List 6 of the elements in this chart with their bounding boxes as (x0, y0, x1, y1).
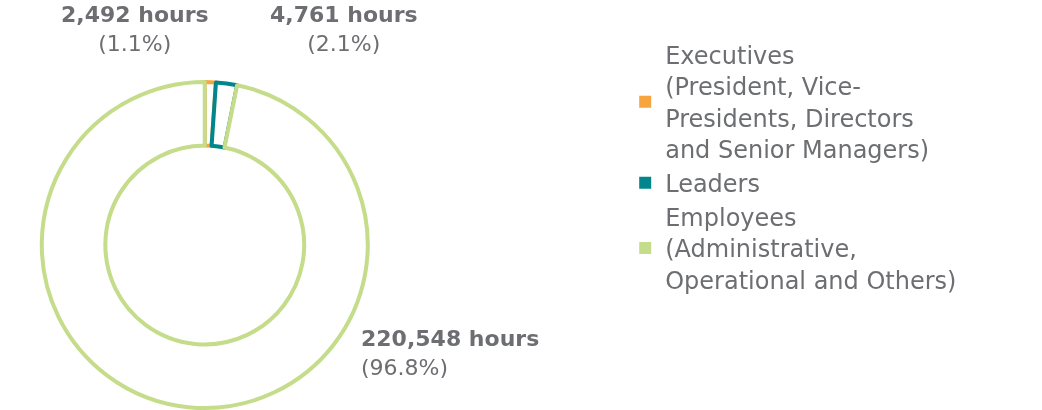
legend-label: Leaders (665, 170, 760, 199)
legend-label: Employees (Administrative, Operational and Others) (665, 204, 957, 295)
data-label: 4,761 hours (2.1%) (270, 2, 418, 56)
data-label: 220,548 hours (96.8%) (361, 326, 540, 380)
legend-label: Executives (President, Vice- Presidents, Directors and Senior Managers) (665, 42, 930, 164)
data-label: 2,492 hours (1.1%) (61, 2, 209, 56)
